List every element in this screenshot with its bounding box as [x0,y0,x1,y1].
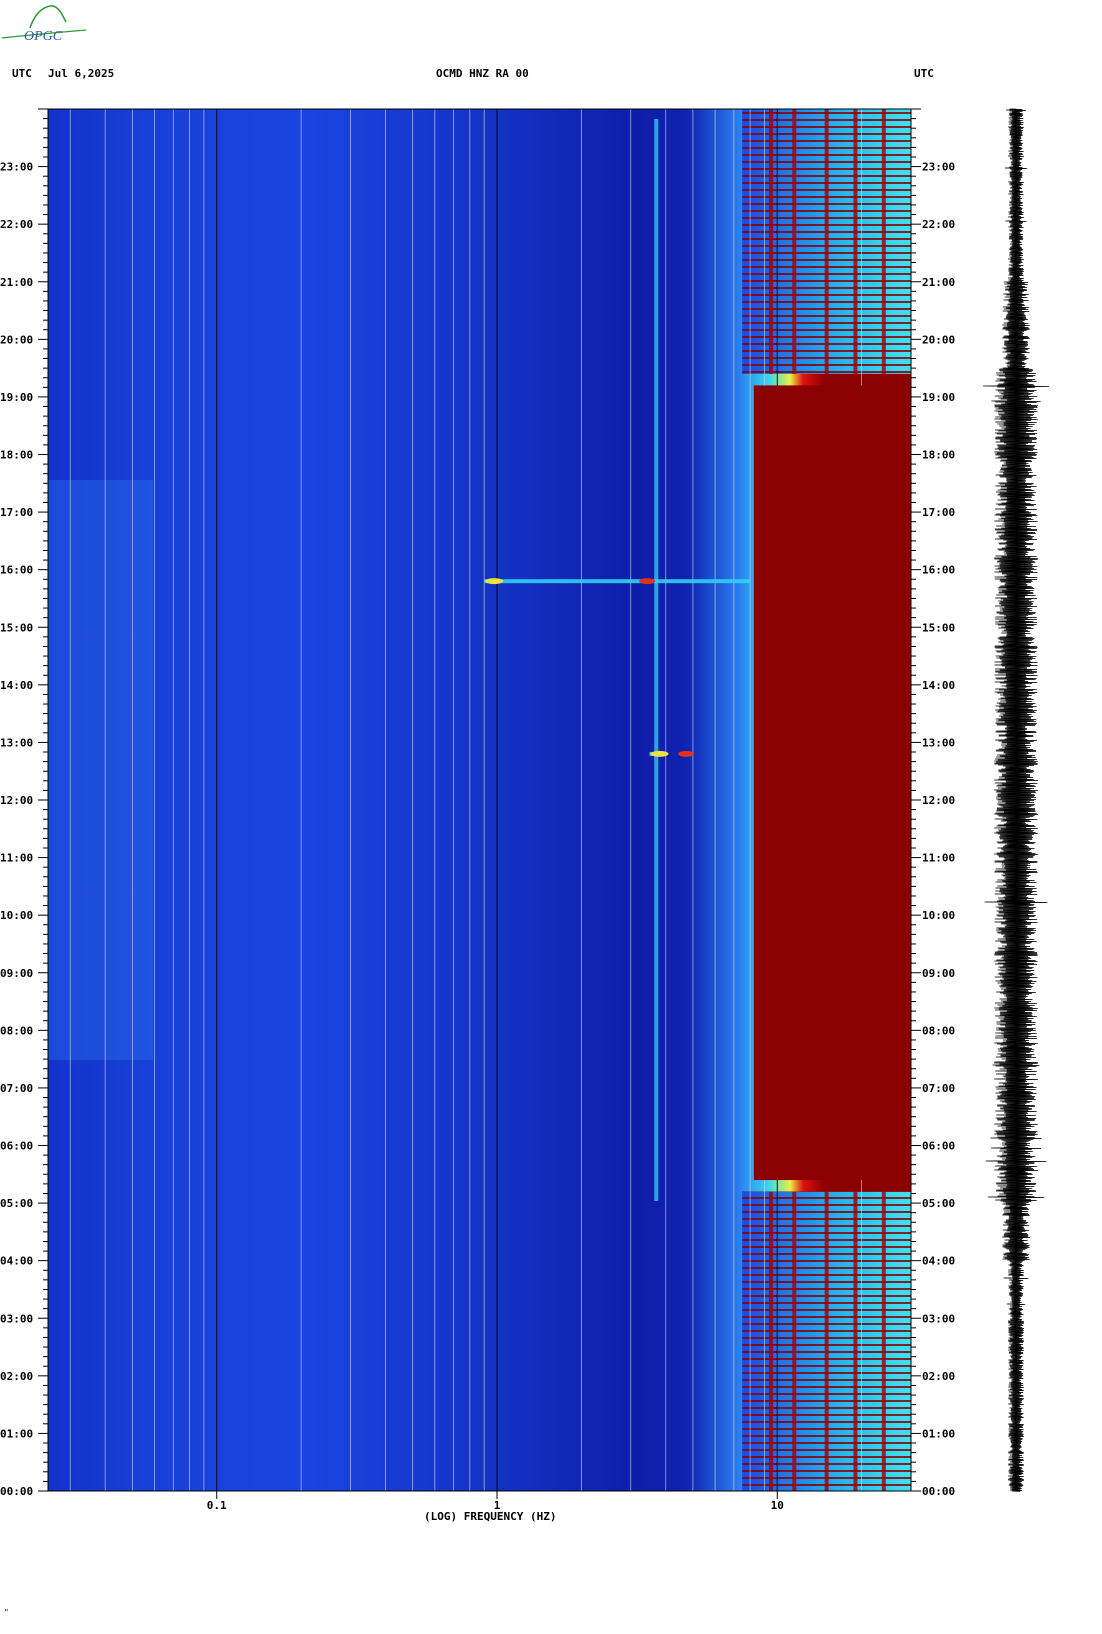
time-tick-label: 09:00 [922,967,955,980]
time-tick-label: 20:00 [922,333,955,346]
time-tick-label: 02:00 [0,1370,33,1383]
low-frequency-noise-patch [48,480,153,1060]
time-tick-label: 08:00 [0,1024,33,1037]
time-tick-label: 17:00 [922,506,955,519]
right-time-axis: 00:00 01:00 02:00 03:00 04:00 05:00 06:00 07:00… [911,108,955,1498]
time-tick-label: 23:00 [0,161,33,174]
quiet-zone-column [769,1191,774,1491]
time-tick-label: 22:00 [0,218,33,231]
time-tick-label: 04:00 [0,1255,33,1268]
frequency-gridlines [69,109,912,1491]
opgc-logo: OPGC [1,5,87,44]
quiet-zone-column [824,109,829,374]
high-noise-band [753,385,911,1181]
time-tick-label: 17:00 [0,506,33,519]
time-tick-label: 11:00 [922,852,955,865]
quiet-zone-column [769,109,774,374]
header-left-timezone: UTC [12,67,32,80]
time-tick-label: 04:00 [922,1255,955,1268]
time-tick-label: 19:00 [922,391,955,404]
event-peak [639,578,656,585]
event-peak [678,750,695,757]
persistent-frequency-line [654,119,659,1201]
time-tick-label: 07:00 [922,1082,955,1095]
quiet-zone-column [792,1191,797,1491]
time-tick-label: 13:00 [922,736,955,749]
seismogram-waveform [983,108,1049,1492]
time-tick-label: 11:00 [0,852,33,865]
event-band [484,579,751,584]
time-tick-label: 22:00 [922,218,955,231]
time-tick-label: 01:00 [922,1427,955,1440]
time-tick-label: 06:00 [0,1140,33,1153]
event-peak [650,750,669,757]
time-tick-label: 18:00 [0,449,33,462]
quiet-zones [742,109,911,1491]
time-tick-label: 02:00 [922,1370,955,1383]
time-tick-label: 05:00 [0,1197,33,1210]
time-tick-label: 21:00 [0,276,33,289]
time-tick-label: 00:00 [0,1485,33,1498]
quiet-zone-column [881,109,886,374]
header-station: OCMD HNZ RA 00 [436,67,529,80]
time-tick-label: 16:00 [922,564,955,577]
time-tick-label: 03:00 [922,1312,955,1325]
quiet-zone-column [881,1191,886,1491]
time-tick-label: 01:00 [0,1427,33,1440]
quiet-zone-column [853,109,858,374]
event-peak [485,578,504,585]
time-tick-label: 09:00 [0,967,33,980]
time-tick-label: 12:00 [922,794,955,807]
time-tick-label: 12:00 [0,794,33,807]
time-tick-label: 14:00 [922,679,955,692]
quiet-zone-column [853,1191,858,1491]
header-right-timezone: UTC [914,67,934,80]
quiet-zone-column [824,1191,829,1491]
time-tick-label: 21:00 [922,276,955,289]
frequency-tick-label: 0.1 [207,1499,227,1512]
time-tick-label: 15:00 [0,621,33,634]
quiet-zone-column [792,109,797,374]
time-tick-label: 05:00 [922,1197,955,1210]
time-tick-label: 18:00 [922,449,955,462]
left-time-axis: 00:00 01:00 02:00 03:00 04:00 05:00 06:00 07:00… [0,108,48,1498]
time-tick-label: 08:00 [922,1024,955,1037]
time-tick-label: 00:00 [922,1485,955,1498]
time-tick-label: 20:00 [0,333,33,346]
time-tick-label: 23:00 [922,161,955,174]
time-tick-label: 13:00 [0,736,33,749]
footer-mark: " [4,1608,9,1617]
time-tick-label: 14:00 [0,679,33,692]
frequency-tick-label: 10 [771,1499,784,1512]
time-tick-label: 03:00 [0,1312,33,1325]
header-date: Jul 6,2025 [48,67,115,80]
time-tick-label: 06:00 [922,1140,955,1153]
time-tick-label: 16:00 [0,564,33,577]
time-tick-label: 07:00 [0,1082,33,1095]
frequency-tick-label: 1 [494,1499,501,1512]
time-tick-label: 10:00 [922,909,955,922]
x-axis-label: (LOG) FREQUENCY (HZ) [424,1510,557,1523]
spectral-features [484,119,911,1201]
time-tick-label: 15:00 [922,621,955,634]
time-tick-label: 10:00 [0,909,33,922]
logo-text: OPGC [24,29,63,44]
frequency-axis: 0.1 1 10 [207,1491,784,1512]
seismogram-trace [983,108,1049,1492]
time-tick-label: 19:00 [0,391,33,404]
